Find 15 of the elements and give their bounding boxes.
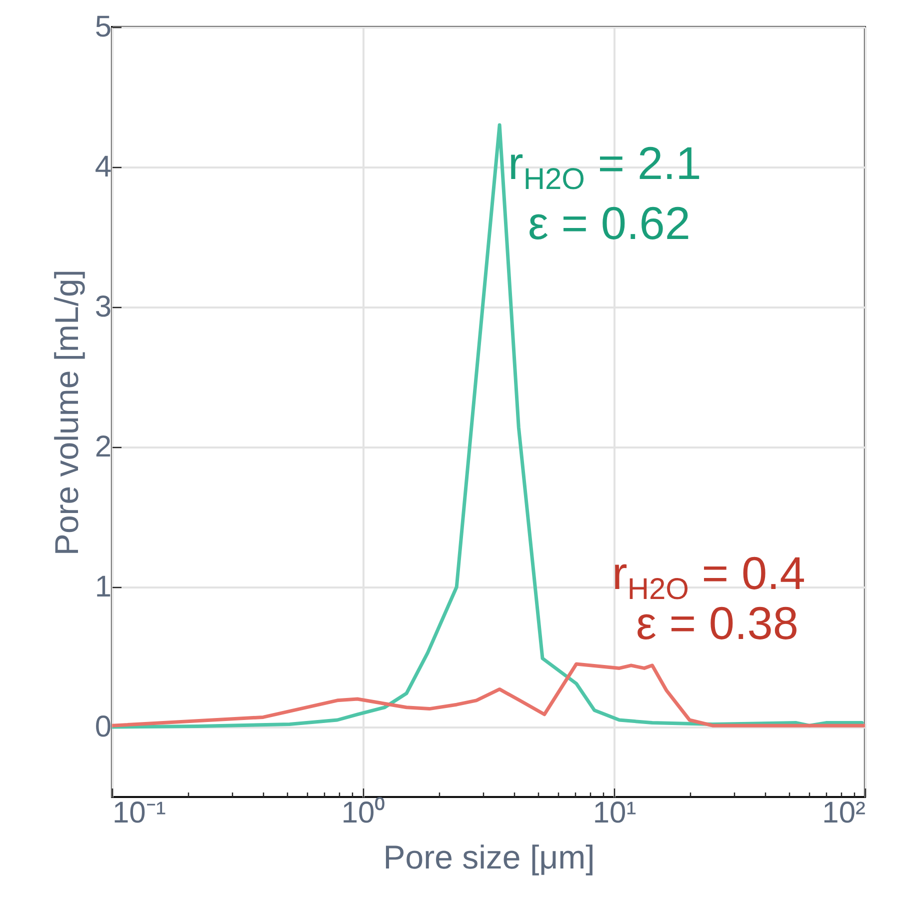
x-tick-label: 10⁰ [341, 796, 386, 830]
y-tick-label: 3 [94, 290, 112, 324]
x-axis-title: Pore size [μm] [383, 838, 595, 876]
series-label: r$_{H2O}$ = 0.4 [612, 547, 806, 606]
y-tick-label: 2 [94, 430, 112, 464]
y-tick-label: 0 [94, 710, 112, 744]
y-tick-label: 5 [94, 10, 112, 44]
x-tick-label: 10⁻¹ [112, 796, 166, 830]
y-tick-label: 1 [94, 570, 112, 604]
x-tick-label: 10² [822, 796, 866, 830]
annotation: ε = 0.62 [528, 197, 690, 249]
y-axis-title: Pore volume [mL/g] [48, 269, 85, 556]
x-tick-label: 10¹ [592, 796, 636, 830]
y-tick-label: 4 [94, 150, 112, 184]
series-label: r$_{H2O}$ = 2.1 [508, 137, 702, 196]
